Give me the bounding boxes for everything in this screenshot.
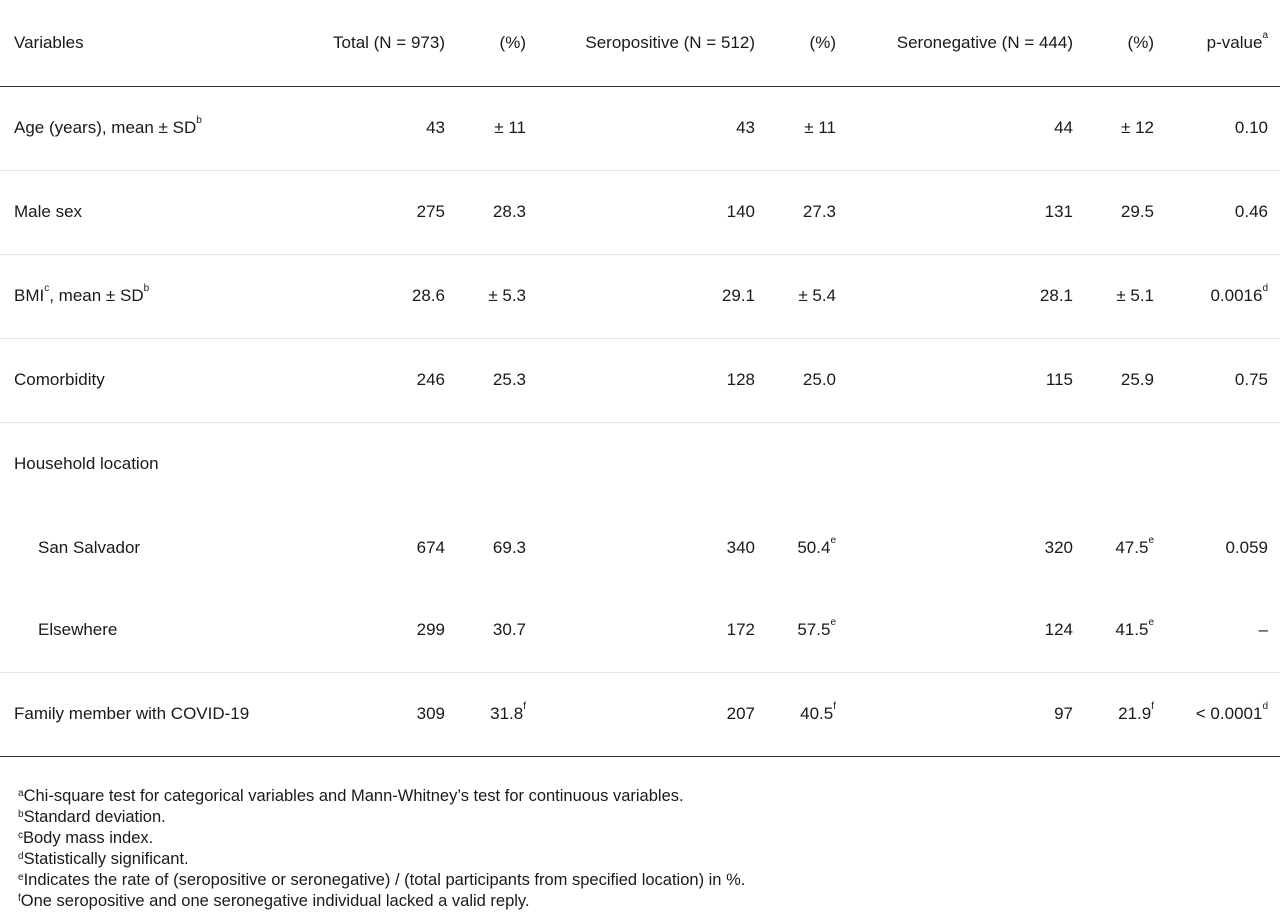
seronegative-n: 320	[1044, 537, 1073, 557]
p-value: 0.0016d	[1154, 254, 1280, 339]
total-pct: 25.3	[445, 338, 526, 423]
header-variables: Variables	[0, 0, 300, 87]
p-value: –	[1154, 589, 1280, 673]
header-seronegative: Seronegative (N = 444)	[836, 0, 1073, 87]
seronegative-n: 28.1	[836, 254, 1073, 339]
table-row: San Salvador 674 69.3 340 50.4e 320 47.5e 0.059	[0, 506, 1280, 589]
total-pct: 31.8f	[445, 672, 526, 757]
characteristics-table: Variables Total (N = 973) (%) Seropositi…	[0, 0, 1280, 757]
total-n: 43	[300, 86, 445, 171]
header-total: Total (N = 973)	[300, 0, 445, 87]
table-row: Age (years), mean ± SDb 43 ± 11 43 ± 11 44 ± 1…	[0, 86, 1280, 171]
seropositive-n: 207	[526, 672, 755, 757]
seronegative-pct: ± 12	[1073, 86, 1154, 171]
row-label: Elsewhere	[0, 589, 300, 673]
seropositive-pct: 57.5e	[755, 589, 836, 673]
seropositive-pct: ± 11	[755, 86, 836, 171]
footnote-item: bStandard deviation.	[18, 808, 166, 826]
header-seronegative-pct: (%)	[1073, 0, 1154, 87]
seronegative-pct: 47.5e	[1115, 534, 1154, 557]
row-label: Family member with COVID-19	[0, 672, 300, 757]
p-value: 0.10	[1154, 86, 1280, 171]
total-pct: 30.7	[445, 589, 526, 673]
seropositive-pct: 25.0	[755, 338, 836, 423]
row-label: Comorbidity	[0, 338, 300, 423]
header-pvalue: p-valuea	[1154, 0, 1280, 87]
header-total-pct: (%)	[445, 0, 526, 87]
table-row: Elsewhere 299 30.7 172 57.5e 124 41.5e –	[0, 589, 1280, 673]
table-row: Family member with COVID-19 309 31.8f 207 40…	[0, 672, 1280, 757]
total-n: 309	[300, 672, 445, 757]
footnotes: aChi-square test for categorical variabl…	[18, 786, 745, 912]
footnote-item: cBody mass index.	[18, 829, 154, 847]
seropositive-pct: 40.5f	[755, 672, 836, 757]
seronegative-n: 115	[836, 338, 1073, 423]
footnote-item: dStatistically significant.	[18, 850, 189, 868]
seropositive-pct: 50.4e	[797, 534, 836, 557]
seronegative-pct: 25.9	[1073, 338, 1154, 423]
row-label: Household location	[14, 454, 159, 474]
seronegative-n: 97	[836, 672, 1073, 757]
total-n: 28.6	[300, 254, 445, 339]
header-seropositive: Seropositive (N = 512)	[526, 0, 755, 87]
seropositive-n: 140	[526, 170, 755, 255]
seropositive-n: 128	[526, 338, 755, 423]
total-pct: 28.3	[445, 170, 526, 255]
table-row: Male sex 275 28.3 140 27.3 131 29.5 0.46	[0, 170, 1280, 255]
footnote-item: fOne seropositive and one seronegative i…	[18, 892, 530, 910]
seronegative-pct: 29.5	[1073, 170, 1154, 255]
seronegative-n: 131	[836, 170, 1073, 255]
table-row: Household location	[0, 422, 1280, 506]
seropositive-n: 29.1	[526, 254, 755, 339]
empty-cell	[755, 422, 836, 506]
table-row: Comorbidity 246 25.3 128 25.0 115 25.9 0.75	[0, 338, 1280, 423]
empty-cell	[526, 422, 755, 506]
seropositive-n: 172	[526, 589, 755, 673]
seropositive-pct: ± 5.4	[755, 254, 836, 339]
p-value: 0.46	[1154, 170, 1280, 255]
empty-cell	[300, 422, 445, 506]
table-row: BMIc, mean ± SDb 28.6 ± 5.3 29.1 ± 5.4 28.1 ± …	[0, 254, 1280, 339]
seronegative-pct: 41.5e	[1073, 589, 1154, 673]
seronegative-pct: 21.9f	[1073, 672, 1154, 757]
header-seropositive-pct: (%)	[755, 0, 836, 87]
footnote-item: aChi-square test for categorical variabl…	[18, 787, 684, 805]
seronegative-n: 44	[836, 86, 1073, 171]
total-n: 299	[300, 589, 445, 673]
table-header-row: Variables Total (N = 973) (%) Seropositi…	[0, 0, 1280, 87]
seropositive-pct: 27.3	[755, 170, 836, 255]
p-value: 0.75	[1154, 338, 1280, 423]
footnote-item: eIndicates the rate of (seropositive or …	[18, 871, 746, 889]
seropositive-n: 340	[726, 537, 755, 557]
total-n: 674	[416, 537, 445, 557]
seronegative-n: 124	[836, 589, 1073, 673]
row-label: San Salvador	[38, 537, 141, 557]
p-value: < 0.0001d	[1154, 672, 1280, 757]
total-n: 275	[300, 170, 445, 255]
seropositive-n: 43	[526, 86, 755, 171]
empty-cell	[1073, 422, 1154, 506]
total-pct: 69.3	[492, 537, 526, 557]
seronegative-pct: ± 5.1	[1073, 254, 1154, 339]
p-value: 0.059	[1225, 537, 1268, 557]
row-label: Age (years), mean ± SDb	[0, 86, 300, 171]
total-n: 246	[300, 338, 445, 423]
empty-cell	[836, 422, 1073, 506]
row-label: BMIc, mean ± SDb	[0, 254, 300, 339]
empty-cell	[445, 422, 526, 506]
empty-cell	[1154, 422, 1280, 506]
total-pct: ± 11	[445, 86, 526, 171]
row-label: Male sex	[0, 170, 300, 255]
total-pct: ± 5.3	[445, 254, 526, 339]
